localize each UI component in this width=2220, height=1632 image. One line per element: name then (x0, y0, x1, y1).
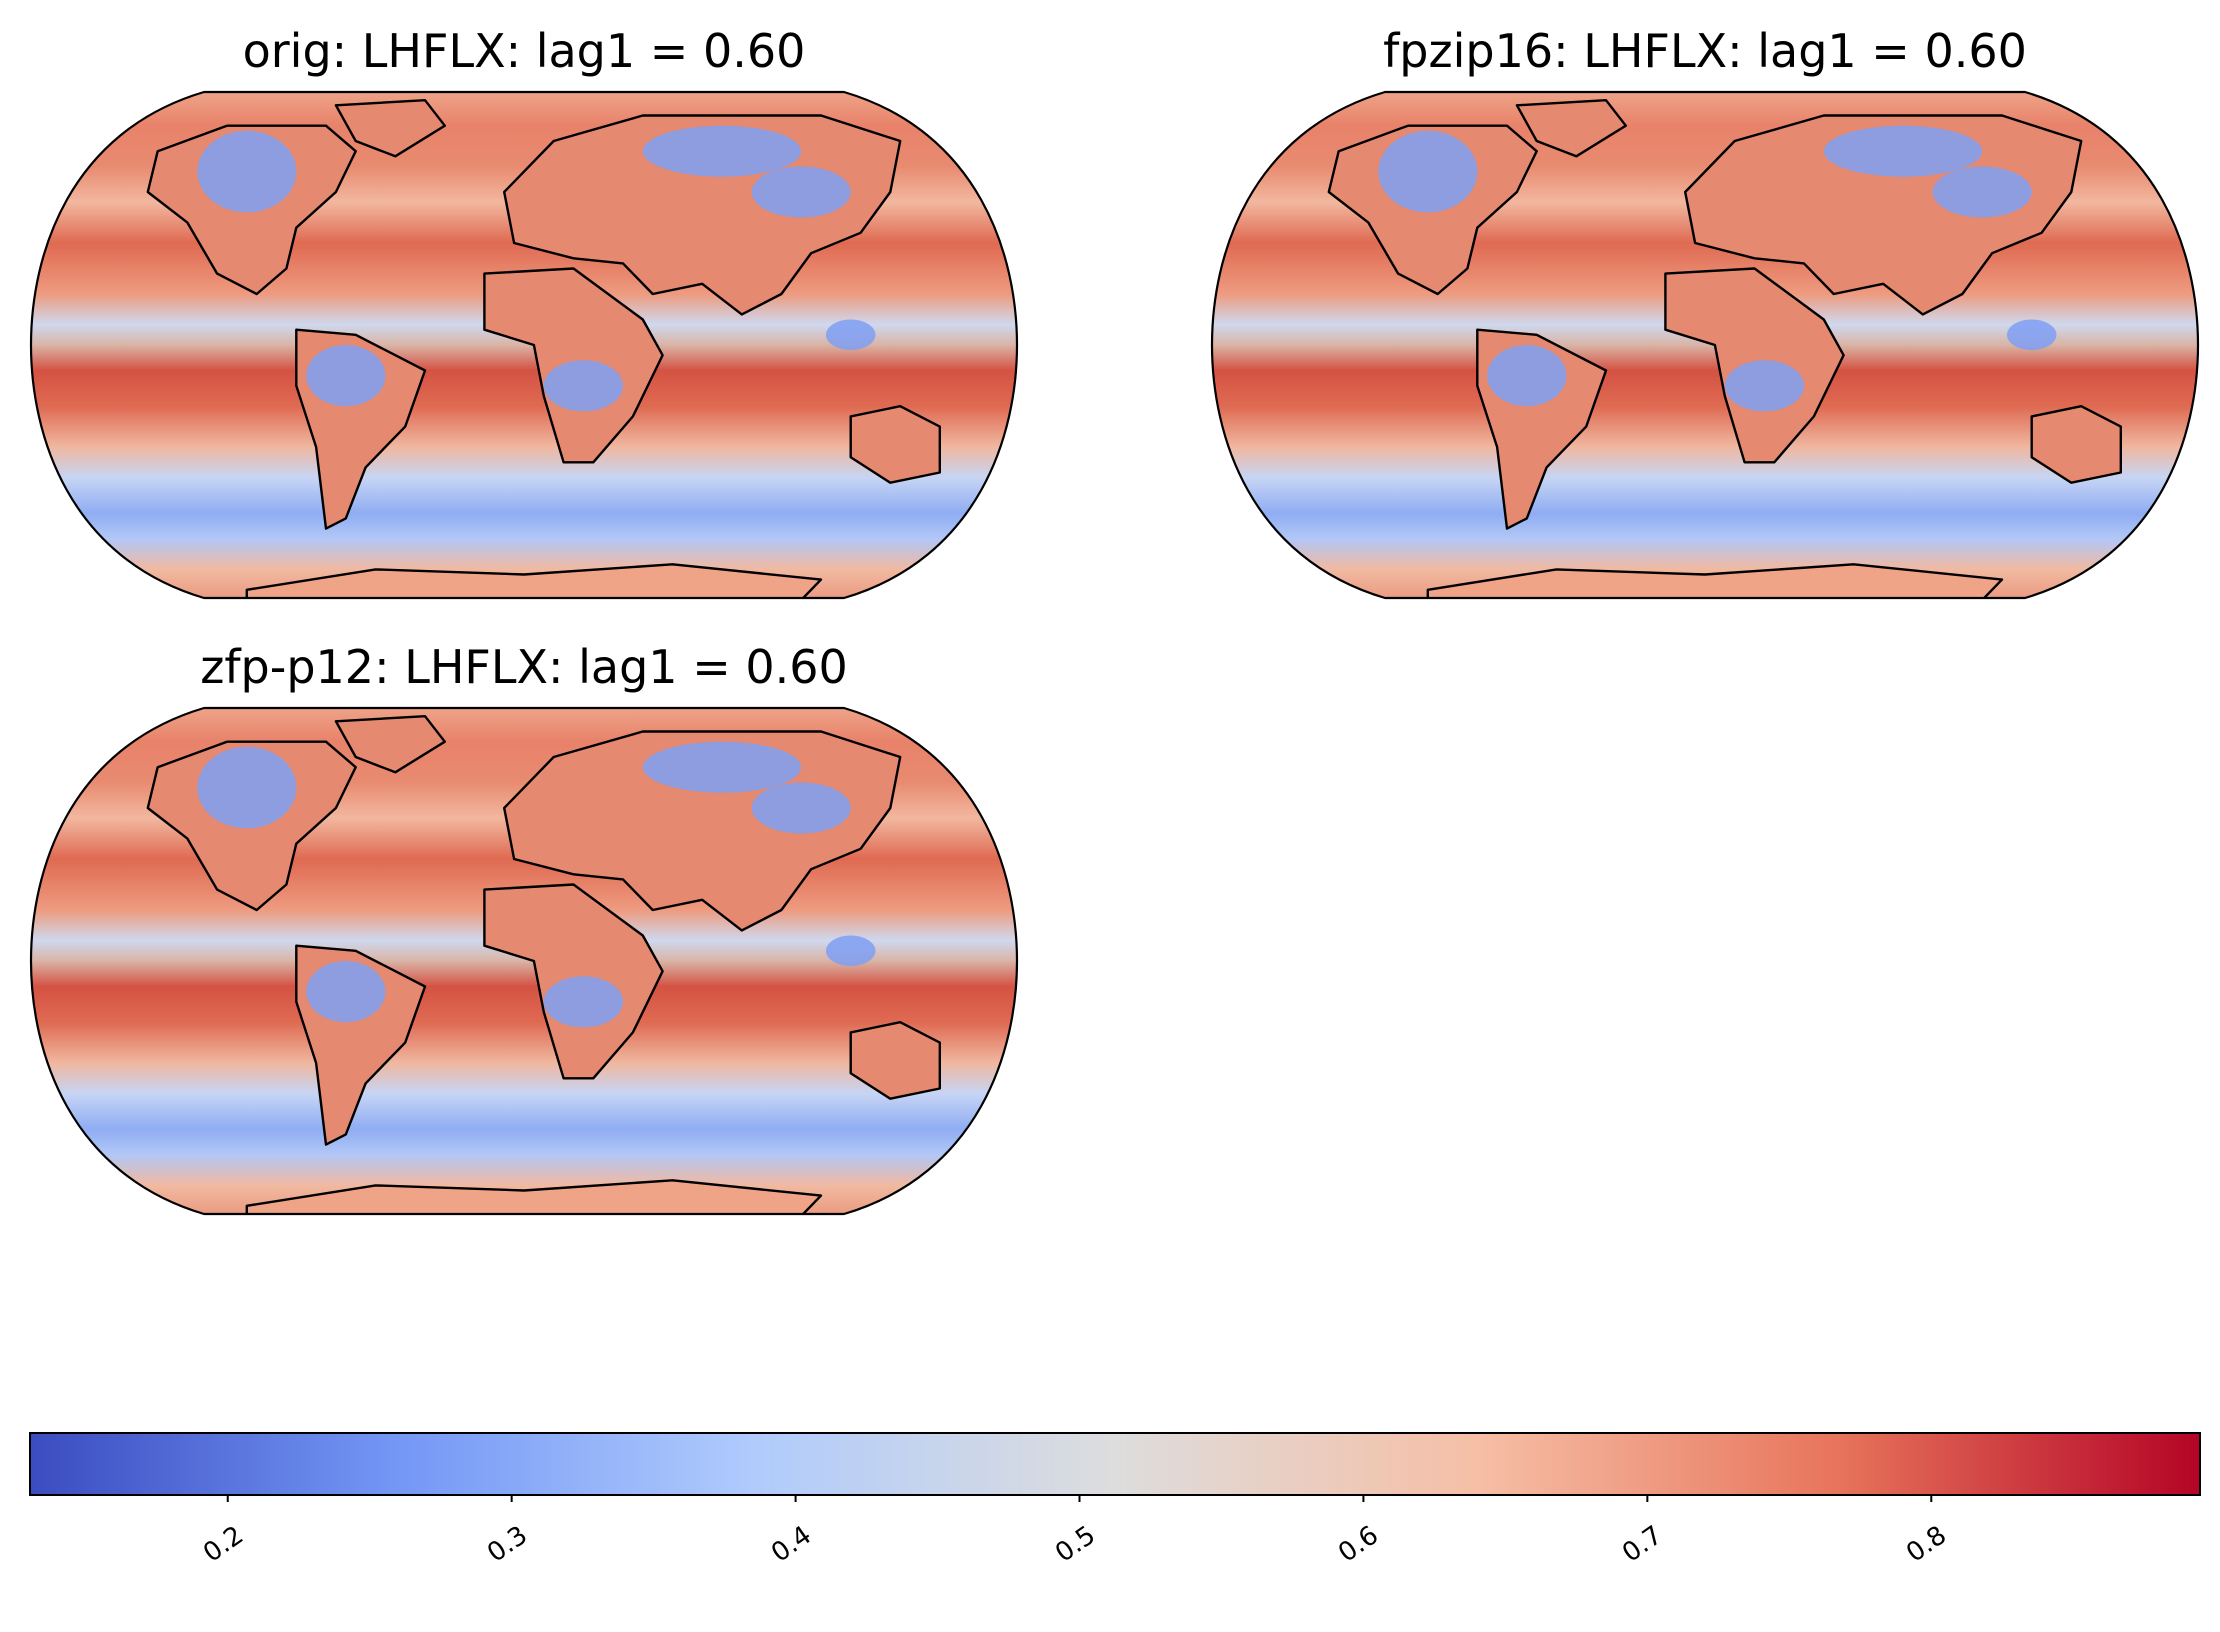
map-boundary (29, 90, 1019, 600)
coastline (1426, 563, 2004, 598)
colorbar-tick-label: 0.4 (765, 1520, 817, 1569)
map-panel-zfp-p12: zfp-p12: LHFLX: lag1 = 0.60 (29, 636, 1019, 1216)
low-value-region (2006, 319, 2057, 351)
map-boundary (29, 706, 1019, 1216)
coastline (334, 98, 446, 158)
colorbar-tick-label: 0.3 (481, 1520, 533, 1569)
colorbar-gradient (29, 1432, 2201, 1502)
panel-title: zfp-p12: LHFLX: lag1 = 0.60 (200, 640, 848, 694)
map-boundary (1210, 90, 2200, 600)
low-value-region (197, 130, 297, 213)
colorbar-tick-labels: 0.2 0.3 0.4 0.5 0.6 0.7 0.8 (29, 1502, 2201, 1622)
colorbar-tick-label: 0.6 (1333, 1520, 1385, 1569)
coastline (1515, 98, 1627, 158)
low-value-region (543, 976, 624, 1028)
map-field (1212, 92, 2198, 598)
low-value-region (642, 741, 802, 793)
low-value-region (751, 166, 851, 218)
low-value-region (1932, 166, 2032, 218)
map-field (31, 92, 1017, 598)
low-value-region (825, 935, 876, 967)
coastline (245, 1179, 823, 1214)
map-panel-orig: orig: LHFLX: lag1 = 0.60 (29, 20, 1019, 600)
robinson-map (29, 706, 1019, 1216)
robinson-map (1210, 90, 2200, 600)
coastline (2030, 405, 2122, 484)
coastline (849, 1021, 941, 1100)
colorbar-bar (29, 1432, 2201, 1496)
low-value-region (197, 746, 297, 829)
low-value-region (306, 345, 386, 407)
low-value-region (1724, 360, 1804, 412)
low-value-region (825, 319, 876, 351)
coastline (245, 563, 823, 598)
coastline (1684, 114, 2083, 316)
colorbar-tick-label: 0.2 (197, 1520, 249, 1569)
low-value-region (751, 782, 851, 834)
low-value-region (642, 125, 802, 177)
map-panel-fpzip16: fpzip16: LHFLX: lag1 = 0.60 (1210, 20, 2200, 600)
low-value-region (306, 961, 386, 1023)
colorbar: 0.2 0.3 0.4 0.5 0.6 0.7 0.8 (29, 1432, 2201, 1632)
panel-title: orig: LHFLX: lag1 = 0.60 (242, 24, 806, 78)
coastline (849, 405, 941, 484)
low-value-region (1378, 130, 1478, 213)
low-value-region (1823, 125, 1983, 177)
coastline (503, 114, 902, 316)
colorbar-tick-label: 0.8 (1901, 1520, 1953, 1569)
panel-title: fpzip16: LHFLX: lag1 = 0.60 (1383, 24, 2027, 78)
low-value-region (543, 360, 624, 412)
low-value-region (1487, 345, 1567, 407)
coastline (503, 730, 902, 932)
coastline (334, 714, 446, 774)
map-field (31, 708, 1017, 1214)
robinson-map (29, 90, 1019, 600)
colorbar-tick-label: 0.5 (1049, 1520, 1101, 1569)
colorbar-tick-label: 0.7 (1617, 1520, 1669, 1569)
